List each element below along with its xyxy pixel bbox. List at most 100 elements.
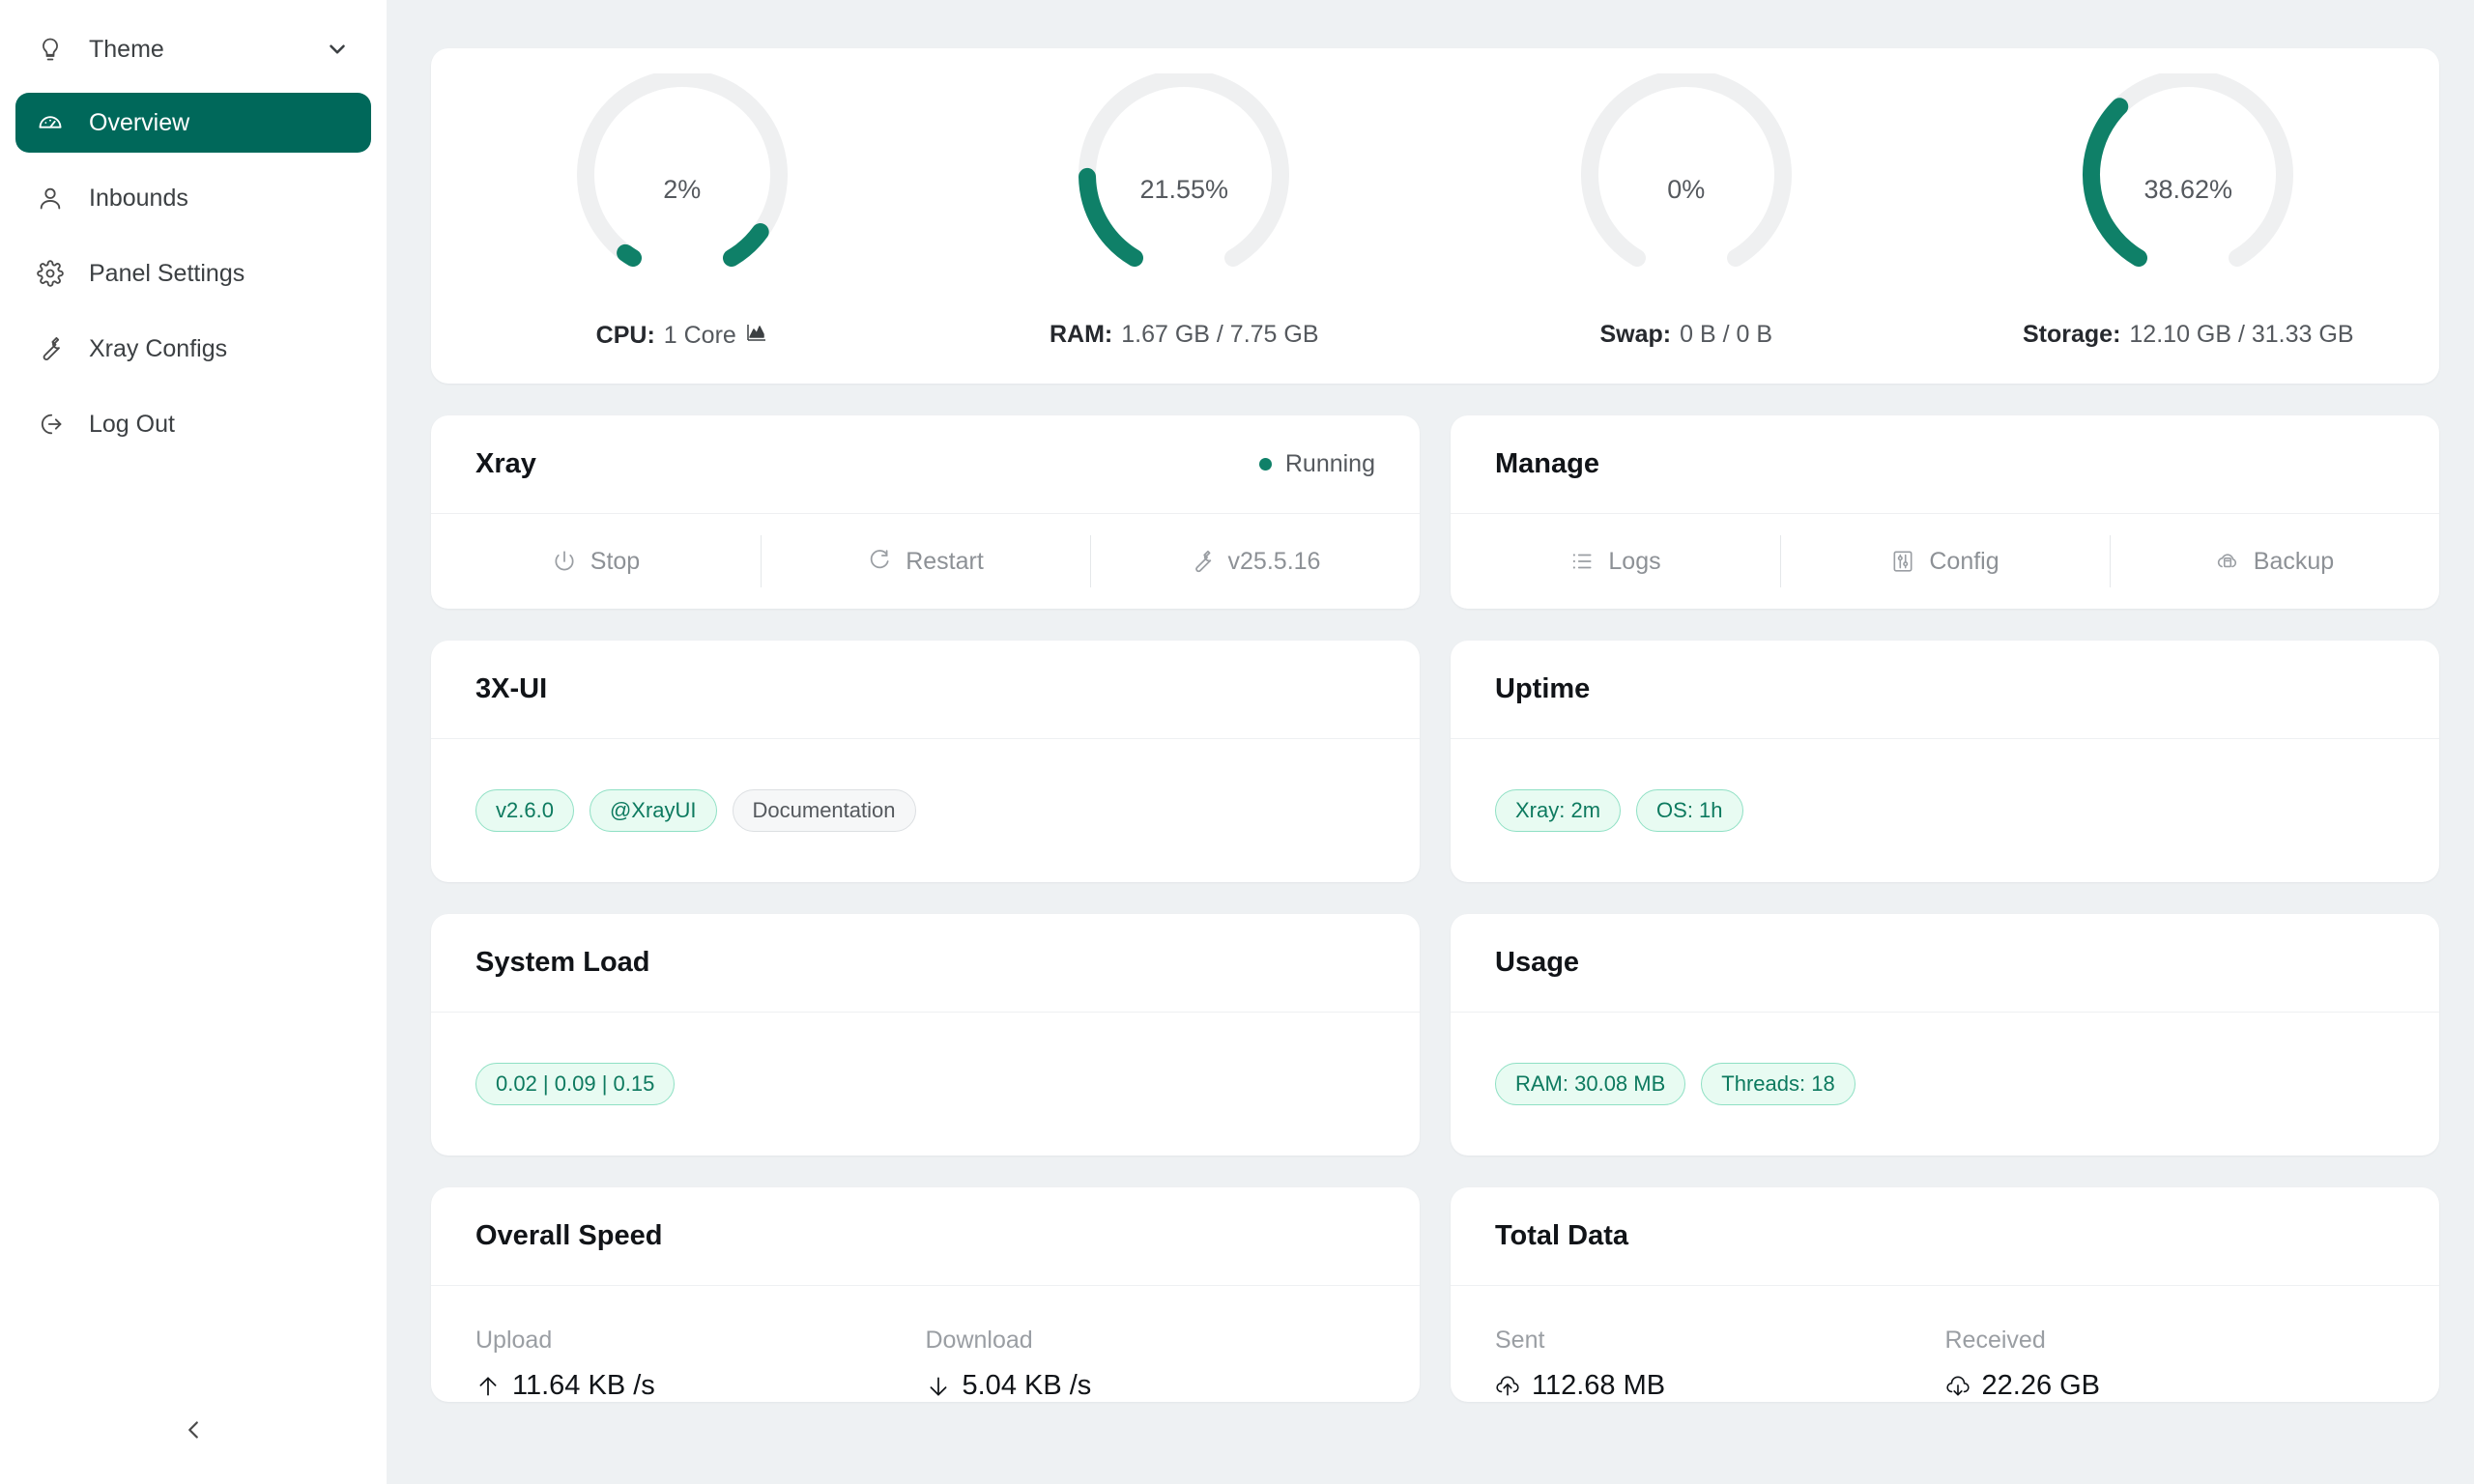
manage-col: Manage Logs	[1451, 415, 2439, 609]
xray-status: Running	[1258, 450, 1375, 478]
main-content: 2% CPU: 1 Core	[387, 0, 2474, 1484]
config-button[interactable]: Config	[1780, 514, 2110, 609]
documentation-tag[interactable]: Documentation	[732, 789, 916, 832]
gauge-swap-value: 0%	[1667, 174, 1706, 204]
download-label: Download	[925, 1327, 1033, 1354]
sidebar-item-inbounds-label: Inbounds	[89, 184, 188, 212]
sidebar-item-panel-settings-label: Panel Settings	[89, 259, 245, 287]
xray-version-label: v25.5.16	[1227, 547, 1321, 575]
gauge-swap-label-key: Swap:	[1599, 321, 1672, 348]
config-label: Config	[1929, 547, 1999, 575]
wrench-icon	[37, 335, 70, 362]
upload-label: Upload	[475, 1327, 553, 1354]
refresh-icon	[867, 549, 892, 574]
gauge-storage-label-key: Storage:	[2023, 321, 2121, 348]
overall-speed-header: Overall Speed	[431, 1187, 1420, 1286]
gauge-storage-value: 38.62%	[2143, 174, 2233, 204]
gauge-ram-label-value: 1.67 GB / 7.75 GB	[1121, 321, 1319, 348]
logs-button[interactable]: Logs	[1451, 514, 1780, 609]
version-tag[interactable]: v2.6.0	[475, 789, 574, 832]
stop-label: Stop	[590, 547, 641, 575]
manage-card: Manage Logs	[1451, 415, 2439, 609]
overall-speed-title: Overall Speed	[475, 1220, 663, 1251]
usage-card: Usage RAM: 30.08 MB Threads: 18	[1451, 914, 2439, 1156]
uptime-tags: Xray: 2m OS: 1h	[1451, 739, 2439, 882]
gauge-storage-label-value: 12.10 GB / 31.33 GB	[2129, 321, 2354, 348]
stop-button[interactable]: Stop	[431, 514, 761, 609]
gauge-cpu-label-key: CPU:	[595, 322, 655, 349]
usage-header: Usage	[1451, 914, 2439, 1013]
sidebar-item-inbounds[interactable]: Inbounds	[15, 168, 371, 228]
sidebar-item-panel-settings[interactable]: Panel Settings	[15, 243, 371, 303]
uptime-col: Uptime Xray: 2m OS: 1h	[1451, 641, 2439, 882]
received-value-wrap: 22.26 GB	[1945, 1370, 2396, 1402]
upload-value: 11.64 KB /s	[512, 1370, 655, 1401]
sidebar: Theme Overview Inbounds	[0, 0, 387, 1484]
sent-metric: Sent 112.68 MB	[1495, 1327, 1945, 1402]
threex-ui-tags: v2.6.0 @XrayUI Documentation	[431, 739, 1420, 882]
usage-threads-tag: Threads: 18	[1701, 1063, 1856, 1105]
gauge-storage-ring: 38.62%	[2072, 73, 2304, 305]
chevron-left-icon	[179, 1415, 208, 1449]
sidebar-item-overview[interactable]: Overview	[15, 93, 371, 153]
load-usage-row: System Load 0.02 | 0.09 | 0.15 Usage RAM…	[431, 914, 2439, 1156]
backup-button[interactable]: Backup	[2110, 514, 2439, 609]
upload-value-wrap: 11.64 KB /s	[475, 1370, 926, 1402]
sent-label: Sent	[1495, 1327, 1545, 1354]
uptime-os-tag: OS: 1h	[1636, 789, 1743, 832]
uptime-card: Uptime Xray: 2m OS: 1h	[1451, 641, 2439, 882]
usage-tags: RAM: 30.08 MB Threads: 18	[1451, 1013, 2439, 1156]
sidebar-item-theme[interactable]: Theme	[15, 19, 371, 79]
arrow-up-icon	[475, 1374, 501, 1399]
total-data-title: Total Data	[1495, 1220, 1629, 1251]
sidebar-item-log-out-label: Log Out	[89, 410, 175, 438]
xray-version-button[interactable]: v25.5.16	[1090, 514, 1420, 609]
chevron-down-icon[interactable]	[325, 37, 350, 62]
load-average-tag: 0.02 | 0.09 | 0.15	[475, 1063, 676, 1105]
total-data-col: Total Data Sent	[1451, 1187, 2439, 1402]
received-value: 22.26 GB	[1981, 1370, 2101, 1401]
gauge-cpu-svg	[576, 73, 788, 267]
logs-label: Logs	[1608, 547, 1661, 575]
system-load-tags: 0.02 | 0.09 | 0.15	[431, 1013, 1420, 1156]
gauge-swap-label: Swap: 0 B / 0 B	[1599, 321, 1772, 349]
speed-data-row: Overall Speed Upload 11.64 KB /s	[431, 1187, 2439, 1402]
gauge-cpu-label-value: 1 Core	[663, 322, 736, 349]
threex-ui-title: 3X-UI	[475, 673, 548, 704]
sidebar-item-log-out[interactable]: Log Out	[15, 394, 371, 454]
gauge-swap-svg	[1580, 73, 1792, 267]
gauge-ram-svg	[1079, 73, 1290, 267]
total-data-metrics: Sent 112.68 MB	[1451, 1286, 2439, 1402]
sent-value: 112.68 MB	[1532, 1370, 1666, 1401]
sidebar-collapse-button[interactable]	[0, 1415, 387, 1449]
threex-ui-card: 3X-UI v2.6.0 @XrayUI Documentation	[431, 641, 1420, 882]
gauge-storage: 38.62% Storage: 12.10 GB / 31.33 GB	[1938, 73, 2440, 351]
gauge-swap-ring: 0%	[1570, 73, 1802, 305]
overall-speed-col: Overall Speed Upload 11.64 KB /s	[431, 1187, 1420, 1402]
user-icon	[37, 185, 70, 212]
version-uptime-row: 3X-UI v2.6.0 @XrayUI Documentation Uptim…	[431, 641, 2439, 882]
status-dot-icon	[1258, 458, 1272, 471]
sent-value-wrap: 112.68 MB	[1495, 1370, 1945, 1402]
telegram-tag[interactable]: @XrayUI	[589, 789, 717, 832]
overall-speed-metrics: Upload 11.64 KB /s Download	[431, 1286, 1420, 1402]
gear-icon	[37, 260, 70, 287]
threex-col: 3X-UI v2.6.0 @XrayUI Documentation	[431, 641, 1420, 882]
xray-title: Xray	[475, 448, 536, 479]
chart-icon[interactable]	[745, 321, 768, 351]
gauge-swap-label-value: 0 B / 0 B	[1680, 321, 1772, 348]
manage-card-header: Manage	[1451, 415, 2439, 514]
restart-label: Restart	[906, 547, 984, 575]
restart-button[interactable]: Restart	[761, 514, 1090, 609]
sidebar-item-xray-configs[interactable]: Xray Configs	[15, 319, 371, 379]
uptime-header: Uptime	[1451, 641, 2439, 739]
backup-icon	[2215, 549, 2240, 574]
sidebar-item-theme-label: Theme	[89, 35, 164, 63]
usage-ram-tag: RAM: 30.08 MB	[1495, 1063, 1686, 1105]
usage-title: Usage	[1495, 947, 1580, 978]
gauge-ram-value: 21.55%	[1139, 174, 1229, 204]
gauge-cpu-ring: 2%	[566, 73, 798, 305]
xray-card: Xray Running Stop	[431, 415, 1420, 609]
arrow-down-icon	[926, 1374, 951, 1399]
